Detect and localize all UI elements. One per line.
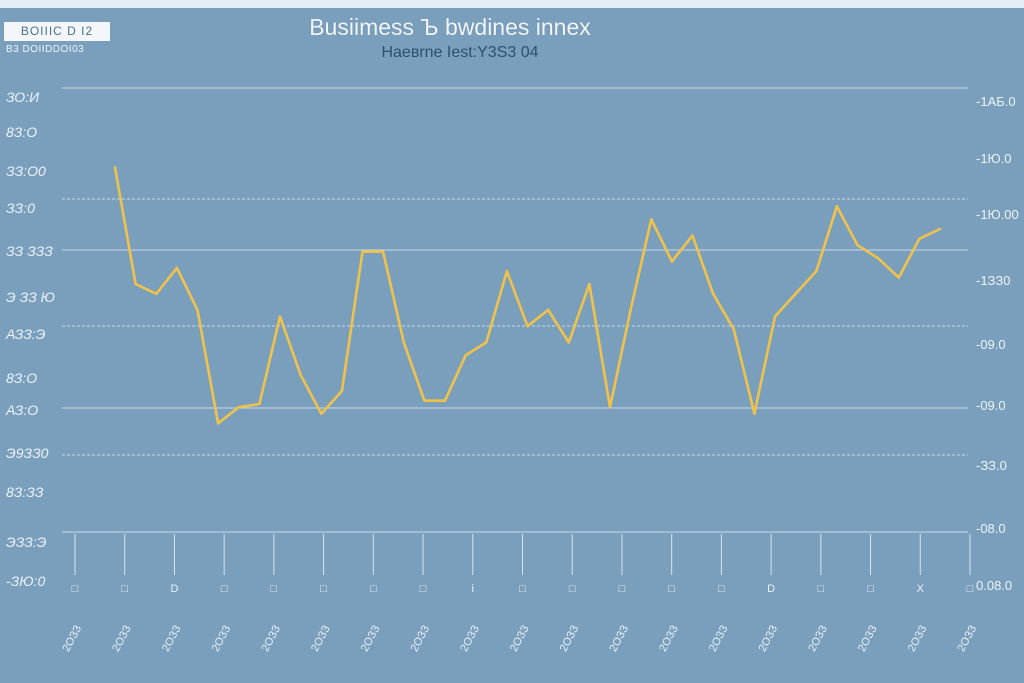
x-tick-mark: □ xyxy=(221,583,228,595)
right-tick-label: -ЗЗ.0 xyxy=(976,458,1007,473)
left-tick-label: Э ЗЗ Ю xyxy=(6,289,55,305)
x-tick-mark: □ xyxy=(420,583,427,595)
left-tick-label: ЗО:И xyxy=(6,89,40,105)
right-tick-label: -1АБ.0 xyxy=(976,94,1016,109)
x-tick-mark: □ xyxy=(370,583,377,595)
right-tick-label: -1Ю.0 xyxy=(976,151,1012,166)
left-tick-label: 8З:ЗЗ xyxy=(6,484,44,500)
left-tick-label: ЗЗ:0 xyxy=(6,200,35,216)
left-tick-label: ЗЗ:О0 xyxy=(6,163,46,179)
chart-title: Busiimess Ъ bwdines innex xyxy=(309,14,591,40)
right-axis-ticks: -1АБ.0 -1Ю.0 -1Ю.00 -1ЗЗ0 -09.0 -09.0 -ЗЗ.0 -08… xyxy=(976,94,1019,593)
x-tick-mark: □ xyxy=(519,583,526,595)
left-tick-label: -ЗЮ:0 xyxy=(6,573,45,589)
x-tick-mark: □ xyxy=(718,583,725,595)
x-tick-mark: □ xyxy=(818,583,825,595)
left-tick-label: 8З:О xyxy=(6,370,37,386)
left-tick-label: АЗ:О xyxy=(5,402,38,418)
top-band xyxy=(0,0,1024,8)
x-tick-label: 2ОЗЗ xyxy=(110,623,134,654)
x-tick-label: 2ОЗЗ xyxy=(906,623,930,654)
x-tick-label: 2ОЗЗ xyxy=(558,623,582,654)
left-tick-label: АЗЗ:Э xyxy=(5,326,46,342)
x-tick-label: 2ОЗЗ xyxy=(806,623,830,654)
x-tick-label: 2ОЗЗ xyxy=(757,623,781,654)
x-axis-ticks: □ 2ОЗЗ □ 2ОЗЗ D 2ОЗЗ □ 2ОЗЗ □ 2ОЗЗ □ 2ОЗЗ □ 2ОЗЗ □ 2ОЗЗ… xyxy=(60,534,979,654)
right-tick-label: -1ЗЗ0 xyxy=(976,273,1011,288)
series-layer xyxy=(113,166,942,425)
x-tick-mark: □ xyxy=(668,583,675,595)
x-tick-label: 2ОЗЗ xyxy=(259,623,283,654)
grid-lines xyxy=(62,87,968,533)
x-tick-label: 2ОЗЗ xyxy=(508,623,532,654)
x-tick-mark: □ xyxy=(867,583,874,595)
left-tick-label: 8З:О xyxy=(6,124,37,140)
right-tick-label: -09.0 xyxy=(976,398,1006,413)
header-badge: ВOIIIC D I2 xyxy=(4,22,110,41)
x-tick-label: 2ОЗЗ xyxy=(955,623,979,654)
x-tick-label: 2ОЗЗ xyxy=(60,623,84,654)
header-badge-subtext: B3 DOIIDDOI03 xyxy=(6,44,85,55)
series-line xyxy=(113,166,942,425)
x-tick-label: 2ОЗЗ xyxy=(409,623,433,654)
right-tick-label: 0.08.0 xyxy=(976,578,1012,593)
right-tick-label: -1Ю.00 xyxy=(976,207,1019,222)
x-tick-mark: X xyxy=(917,583,925,595)
x-tick-label: 2ОЗЗ xyxy=(458,623,482,654)
left-tick-label: ЭЗЗ:Э xyxy=(6,534,47,550)
x-tick-mark: □ xyxy=(271,583,278,595)
x-tick-label: 2ОЗЗ xyxy=(160,623,184,654)
x-tick-mark: D xyxy=(170,583,178,595)
x-tick-mark: □ xyxy=(72,583,79,595)
x-tick-mark: □ xyxy=(569,583,576,595)
left-tick-label: Э9ЗЗ0 xyxy=(6,445,49,461)
chart-subtitle: Hаевrne Iest:Y3S3 04 xyxy=(381,44,539,61)
x-tick-label: 2ОЗЗ xyxy=(607,623,631,654)
x-tick-label: 2ОЗЗ xyxy=(856,623,880,654)
x-tick-mark: i xyxy=(472,583,474,595)
left-axis-ticks: ЗО:И 8З:О ЗЗ:О0 ЗЗ:0 ЗЗ ЗЗЗ Э ЗЗ Ю АЗЗ:Э 8З:О АЗ… xyxy=(5,89,55,589)
x-tick-label: 2ОЗЗ xyxy=(657,623,681,654)
x-tick-mark: □ xyxy=(619,583,626,595)
x-tick-label: 2ОЗЗ xyxy=(210,623,234,654)
x-tick-mark: □ xyxy=(320,583,327,595)
x-tick-label: 2ОЗЗ xyxy=(309,623,333,654)
x-tick-mark: D xyxy=(767,583,775,595)
left-tick-label: ЗЗ ЗЗЗ xyxy=(6,243,53,259)
x-tick-mark: □ xyxy=(967,583,974,595)
x-tick-mark: □ xyxy=(121,583,128,595)
right-tick-label: -08.0 xyxy=(976,521,1006,536)
x-tick-label: 2ОЗЗ xyxy=(359,623,383,654)
x-tick-label: 2ОЗЗ xyxy=(707,623,731,654)
right-tick-label: -09.0 xyxy=(976,337,1006,352)
